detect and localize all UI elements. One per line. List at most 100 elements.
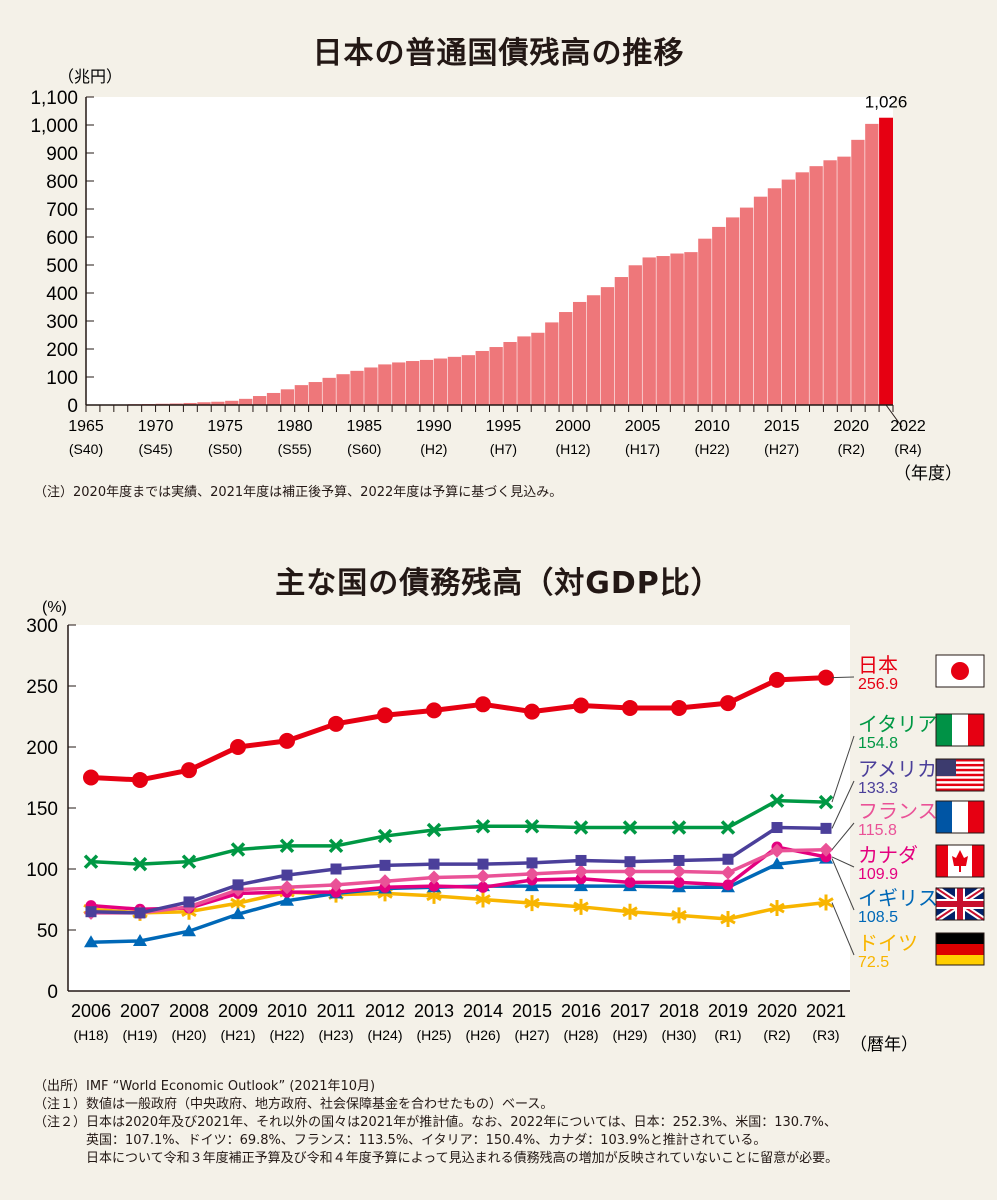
x-tick-year: 1970 [138,418,174,435]
marker-usa-2019 [722,853,734,865]
marker-france-2013 [427,870,441,885]
marker-germany-2018 [671,907,687,924]
y-tick-label: 0 [47,982,58,1003]
marker-usa-2020 [771,822,783,834]
bar-2007 [670,253,684,405]
x-tick-era: (H26) [465,1027,500,1043]
marker-italy-2012 [377,828,393,844]
flag-part [952,801,968,833]
x-tick-era: (H7) [490,441,517,457]
bar-2013 [753,196,768,405]
bar-2011 [726,217,740,405]
chart2-title: 主な国の債務残高（対GDP比） [275,566,722,601]
flag-border [935,713,985,747]
marker-japan-2013 [426,702,442,719]
y-tick-label: 900 [46,144,78,165]
bar-1973 [197,402,211,405]
marker-usa-2009 [232,879,244,891]
x-tick-year: 2009 [218,1001,258,1021]
bar-1992 [461,355,475,405]
marker-japan-2008 [181,762,197,779]
legend-value-germany: 72.5 [858,954,889,971]
y-tick-label: 0 [67,396,78,417]
marker-japan-2020 [769,671,785,688]
marker-usa-2006 [85,906,97,918]
x-tick-year: 1985 [346,418,382,435]
x-tick-era: (H29) [612,1027,647,1043]
marker-japan-2011 [328,715,344,732]
x-tick-year: 2013 [414,1001,454,1021]
x-tick-era: (S60) [347,441,381,457]
flag-part [936,783,984,787]
x-tick-year: 2012 [365,1001,405,1021]
bar-1995 [503,342,517,405]
highlight-label: 1,026 [865,93,908,112]
flag-part [936,788,984,791]
x-tick-year: 2016 [561,1001,601,1021]
marker-france-2010 [280,880,294,895]
marker-uk-2020 [770,857,784,870]
bar-1976 [239,398,253,405]
x-tick-era: (S50) [208,441,242,457]
bar-1988 [406,361,420,405]
x-tick-era: (R1) [714,1027,741,1043]
marker-japan-2015 [524,703,540,720]
bar-2015 [781,179,796,405]
marker-germany-2021 [818,894,834,911]
marker-japan-2009 [230,739,246,755]
x-tick-era: (H18) [73,1027,108,1043]
marker-france-2018 [672,864,686,879]
bar-2017 [809,166,823,405]
bar-2012 [739,207,754,405]
marker-france-2014 [476,869,490,884]
germany-flag-icon [935,932,985,966]
italy-flag-icon [935,713,985,747]
flag-part [936,801,952,833]
x-tick-year: 2022 [890,418,926,435]
marker-france-2011 [329,877,343,892]
x-tick-era: (H17) [625,441,660,457]
marker-france-2019 [721,865,735,880]
legend-value-italy: 154.8 [858,735,898,752]
marker-france-2015 [525,866,539,881]
x-tick-era: (H27) [764,441,799,457]
marker-japan-2018 [671,699,687,716]
x-tick-era: (H23) [318,1027,353,1043]
series-line-italy [90,798,827,866]
legend-name-canada: カナダ [858,844,918,867]
marker-canada-2013 [428,880,440,892]
x-tick-era: (H20) [171,1027,206,1043]
note-2: （注２）日本は2020年及び2021年、それ以外の国々は2021年が推計値。なお… [34,1115,837,1130]
note-2-cont2: 日本について令和３年度補正予算及び令和４年度予算によって見込まれる債務残高の増加… [34,1151,839,1166]
flag-border [935,800,985,834]
flag-part [936,763,984,767]
marker-uk-2006 [84,935,98,948]
marker-germany-2020 [769,900,785,917]
marker-germany-2016 [573,898,589,915]
bar-1979 [280,389,295,405]
flag-part [936,845,948,877]
bar-2018 [823,160,837,405]
marker-canada-2019 [722,879,734,891]
chart1-note: （注）2020年度までは実績、2021年度は補正後予算、2022年度は予算に基づ… [34,485,563,500]
x-tick-era: (H2) [420,441,447,457]
flag-part [952,850,968,872]
marker-usa-2011 [330,863,342,875]
bar-1991 [447,356,462,405]
y-tick-label: 300 [26,616,58,637]
legend-leader-canada [831,856,855,868]
marker-usa-2018 [673,854,685,866]
x-tick-era: (H21) [220,1027,255,1043]
x-unit-label: （暦年） [850,1035,918,1054]
marker-france-2021 [819,842,833,857]
x-tick-year: 2006 [71,1001,111,1021]
marker-italy-2011 [328,838,344,854]
marker-italy-2017 [622,820,638,835]
x-tick-era: (H28) [563,1027,598,1043]
bar-1996 [517,336,531,405]
marker-japan-2016 [573,697,589,714]
x-tick-year: 1965 [68,418,104,435]
flag-part [972,845,984,877]
legend-name-italy: イタリア [858,713,937,736]
leader-line [885,404,903,428]
